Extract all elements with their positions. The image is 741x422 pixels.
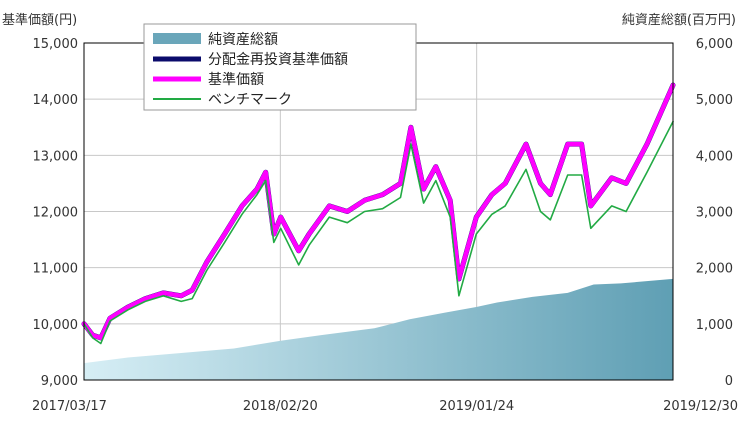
y-right-tick-label: 2,000 (696, 262, 733, 277)
x-tick-label: 2017/03/17 (32, 399, 107, 414)
y-left-tick-label: 14,000 (33, 93, 79, 108)
y-left-tick-label: 12,000 (33, 206, 79, 221)
y-left-tick-label: 10,000 (33, 318, 79, 333)
y-right-tick-label: 4,000 (696, 149, 733, 164)
x-tick-label: 2018/02/20 (243, 399, 318, 414)
y-right-axis-title: 純資産総額(百万円) (622, 12, 736, 28)
y-right-tick-label: 3,000 (696, 206, 733, 221)
series-lines (81, 82, 676, 345)
net-assets-area (84, 278, 673, 380)
legend-swatch-area (153, 33, 201, 44)
x-tick-label: 2019/12/30 (663, 399, 738, 414)
legend-label-nav: 基準価額 (208, 71, 264, 88)
y-left-ticks: 9,000 10,000 11,000 12,000 13,000 14,000 15,00… (33, 37, 79, 389)
y-left-axis-title: 基準価額(円) (2, 12, 77, 28)
y-right-tick-label: 5,000 (696, 93, 733, 108)
y-left-tick-label: 11,000 (33, 262, 79, 277)
y-right-tick-label: 6,000 (696, 37, 733, 52)
x-ticks: 2017/03/17 2018/02/20 2019/01/24 2019/12/30 (32, 399, 738, 414)
legend-label-reinvested: 分配金再投資基準価額 (208, 51, 348, 68)
y-right-tick-label: 1,000 (696, 318, 733, 333)
x-tick-label: 2019/01/24 (439, 399, 514, 414)
legend-label-area: 純資産総額 (208, 32, 278, 48)
y-right-ticks: 0 1,000 2,000 3,000 4,000 5,000 6,000 (696, 37, 733, 389)
legend-label-benchmark: ベンチマーク (208, 92, 292, 108)
series-line-nav (81, 82, 676, 341)
y-left-tick-label: 9,000 (41, 374, 78, 389)
series-area-net-assets (84, 278, 673, 380)
y-left-tick-label: 13,000 (33, 149, 79, 164)
legend: 純資産総額 分配金再投資基準価額 基準価額 ベンチマーク (143, 23, 417, 111)
series-line-benchmark (83, 120, 674, 345)
y-right-tick-label: 0 (725, 374, 733, 389)
y-left-tick-label: 15,000 (33, 37, 79, 52)
